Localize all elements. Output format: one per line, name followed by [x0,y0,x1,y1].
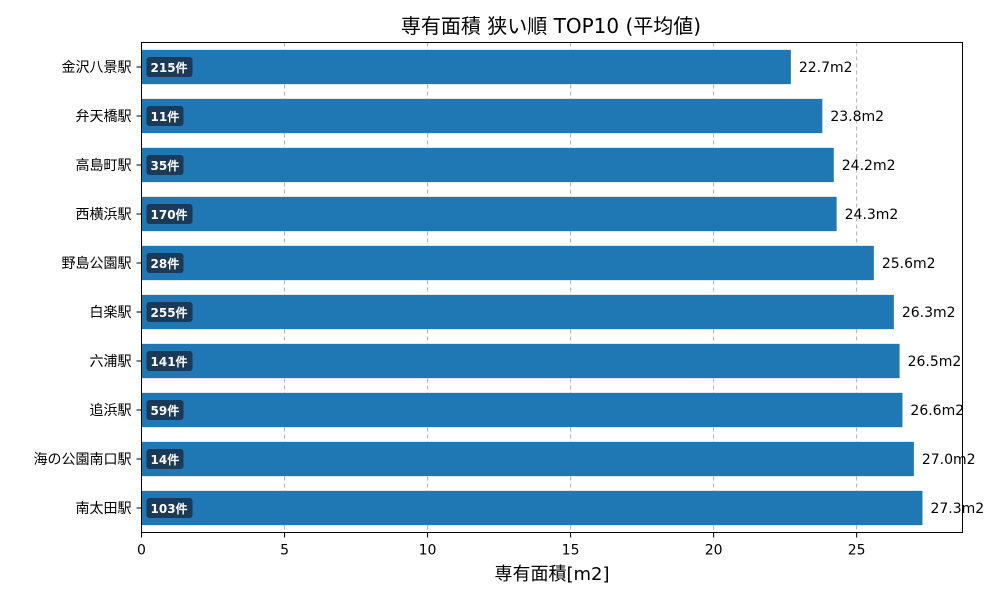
data-label: 24.2m2 [842,158,896,174]
bar [141,441,914,477]
y-tick-label: 野島公園駅 [62,256,132,272]
x-tick-label: 0 [137,543,146,559]
data-label: 25.6m2 [882,256,936,272]
y-tick-label: 弁天橋駅 [76,109,132,125]
count-label: 103件 [151,501,188,516]
count-label: 215件 [151,60,188,75]
x-tick-label: 20 [705,543,723,559]
y-tick-label: 白楽駅 [90,305,132,321]
count-badge [146,449,184,469]
data-label: 27.3m2 [930,501,984,517]
count-label: 14件 [151,452,180,467]
count-badge [146,155,184,175]
bar [141,98,823,134]
x-tick-label: 5 [280,543,289,559]
x-tick-label: 25 [848,543,866,559]
plot-frame [141,42,963,533]
count-label: 141件 [151,354,188,369]
bar [141,490,923,526]
y-tick-label: 追浜駅 [90,403,132,419]
bar [141,294,894,330]
y-tick-label: 海の公園南口駅 [34,452,132,468]
count-badge [146,302,193,322]
x-tick-label: 15 [562,543,580,559]
chart-title: 専有面積 狭い順 TOP10 (平均値) [401,14,701,38]
data-label: 26.3m2 [902,305,956,321]
count-label: 255件 [151,305,188,320]
bar [141,49,791,85]
count-badge [146,400,184,420]
bar [141,147,834,183]
count-badge [146,106,184,126]
data-label: 27.0m2 [922,452,976,468]
bar [141,392,903,428]
count-badge [146,498,193,518]
data-label: 26.5m2 [908,354,962,370]
bar [141,245,874,281]
data-label: 23.8m2 [830,109,884,125]
axis-ticks: 0 5 10 15 20 25 [136,66,866,559]
data-label: 22.7m2 [799,60,853,76]
count-badge [146,204,193,224]
bar [141,343,900,379]
count-label: 28件 [151,256,180,271]
y-tick-label: 六浦駅 [90,354,132,370]
bar [141,196,837,232]
x-axis-label: 専有面積[m2] [494,564,609,585]
data-label: 24.3m2 [845,207,899,223]
count-label: 170件 [151,207,188,222]
count-label: 35件 [151,158,180,173]
count-badge [146,253,184,273]
y-tick-label: 金沢八景駅 [62,60,132,76]
y-tick-label: 高島町駅 [76,157,132,174]
count-label: 11件 [151,109,180,124]
count-label: 59件 [151,403,180,418]
y-tick-label: 南太田駅 [76,501,132,517]
count-badge [146,57,193,77]
count-badge [146,351,193,371]
bars [141,49,923,526]
x-tick-label: 10 [419,543,437,559]
data-label: 26.6m2 [910,403,964,419]
y-tick-label: 西横浜駅 [76,207,132,223]
